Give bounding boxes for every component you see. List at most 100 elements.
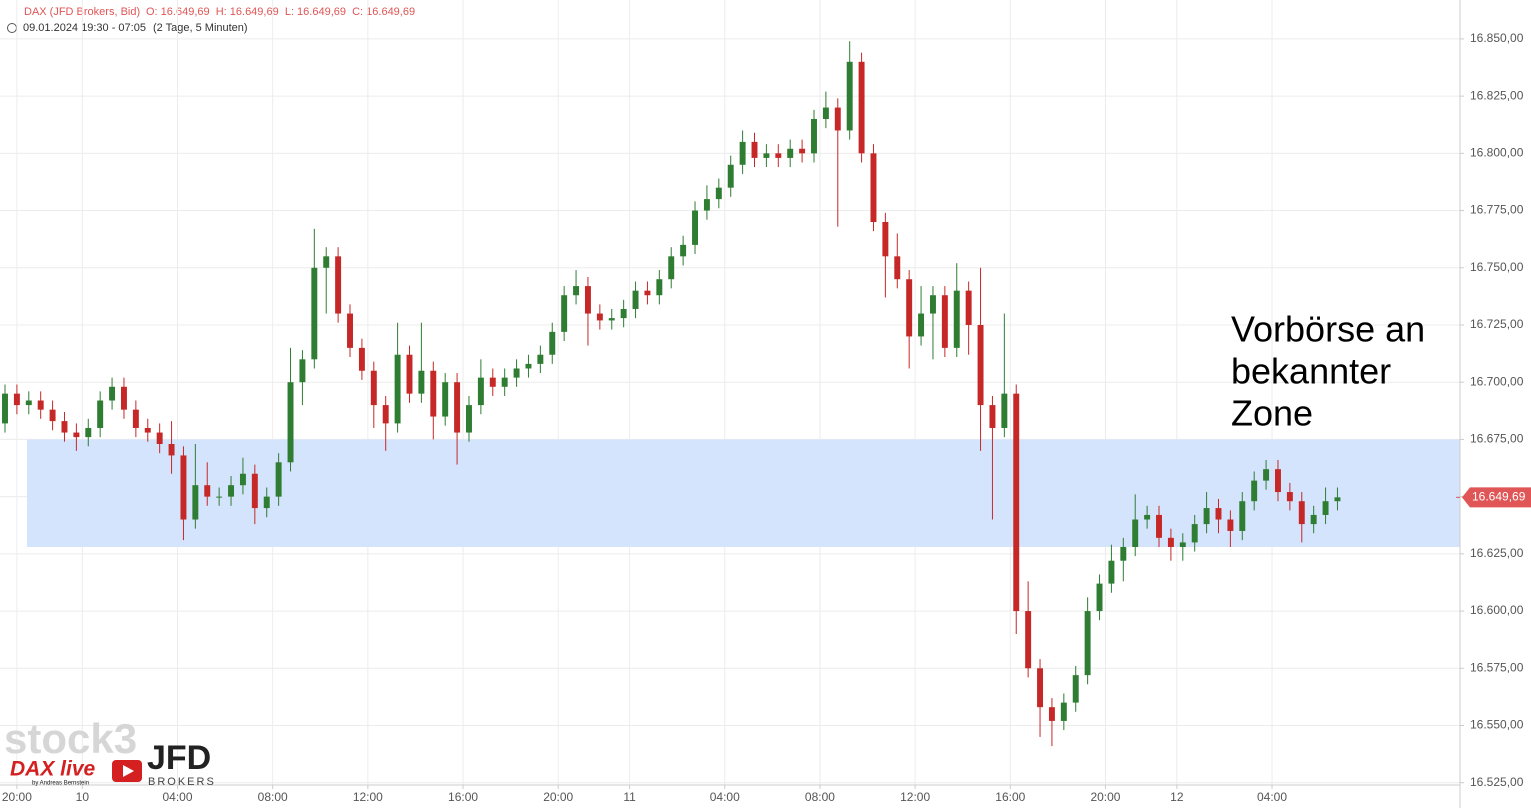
annotation: bekannter [1231, 351, 1391, 392]
x-tick-label: 16:00 [448, 790, 478, 804]
x-tick-label: 11 [623, 790, 636, 804]
y-tick-label: 16.800,00 [1470, 146, 1524, 160]
candle-body [299, 359, 306, 383]
candle-body [335, 256, 342, 314]
logo-byline: by Andreas Bernstein [32, 781, 89, 787]
candle-body [1167, 537, 1174, 547]
candle-body [894, 256, 901, 280]
logo-play-icon [123, 765, 134, 777]
logo-stock3: stock3 [4, 715, 137, 762]
candle-body [787, 148, 794, 158]
candle-body [275, 462, 282, 497]
candle-body [1286, 492, 1293, 502]
candle-body [680, 244, 687, 257]
candle-body [168, 443, 175, 456]
candle-body [144, 427, 151, 433]
logo-brokers: BROKERS [148, 776, 216, 788]
y-tick-label: 16.725,00 [1470, 317, 1524, 331]
candle-body [1072, 675, 1079, 703]
candle-body [1179, 542, 1186, 547]
candle-body [656, 279, 663, 296]
candle-body [715, 187, 722, 200]
candle-body [251, 473, 258, 509]
candle-body [347, 313, 353, 348]
candle-body [573, 286, 580, 296]
y-tick-label: 16.600,00 [1470, 603, 1524, 617]
candle-body [799, 148, 806, 154]
candle-body [204, 485, 211, 497]
candle-body [1334, 497, 1341, 502]
candle-body [394, 354, 401, 424]
x-tick-label: 10 [76, 790, 90, 804]
candle-body [1132, 519, 1139, 547]
logo-jfd: JFD [147, 739, 211, 777]
period: 09.01.2024 19:30 - 07:05 [23, 22, 146, 34]
candle-body [727, 164, 734, 188]
candle-body [418, 370, 425, 394]
zone [27, 439, 1460, 547]
candle-body [1298, 501, 1305, 525]
candle-body [1263, 469, 1270, 481]
candle-body [953, 290, 960, 348]
candle-body [584, 286, 591, 314]
candle-body [382, 405, 389, 424]
candle-body [358, 347, 365, 371]
candle-body [858, 61, 865, 154]
candle-body [537, 354, 544, 364]
candle-body [156, 432, 163, 444]
candle-body [228, 485, 235, 497]
y-tick-label: 16.825,00 [1470, 88, 1524, 102]
candle-body [632, 290, 639, 309]
y-tick-label: 16.575,00 [1470, 660, 1524, 674]
candle-body [870, 153, 877, 222]
candle-body [109, 386, 116, 401]
candle-body [1037, 668, 1044, 708]
candle-body [1144, 514, 1151, 520]
candle-body [1108, 560, 1115, 584]
x-tick-label: 12:00 [353, 790, 383, 804]
candle-body [739, 141, 746, 165]
candle-body [596, 313, 603, 321]
candle-body [180, 455, 187, 520]
ohlc-text: O: 16.649,69 H: 16.649,69 L: 16.649,69 C… [146, 6, 415, 18]
candle-body [692, 210, 698, 245]
candle-body [929, 295, 936, 314]
candle-body [703, 199, 710, 211]
candle-body [775, 153, 782, 158]
candle-body [454, 382, 461, 433]
y-tick-label: 16.700,00 [1470, 374, 1524, 388]
y-tick-label: 16.850,00 [1470, 31, 1524, 45]
candle-body [1120, 546, 1127, 561]
candle-body [1203, 508, 1210, 525]
clock-icon [7, 23, 17, 33]
candle-body [1322, 501, 1329, 515]
candle-body [846, 61, 853, 131]
x-tick-label: 08:00 [258, 790, 288, 804]
candle-body [941, 295, 948, 348]
x-tick-label: 04:00 [710, 790, 740, 804]
candle-body [811, 119, 817, 154]
y-tick-label: 16.675,00 [1470, 432, 1524, 446]
candle-body [132, 409, 139, 428]
candle-body [49, 409, 56, 422]
candle-body [1310, 514, 1317, 525]
candle-body [965, 290, 972, 325]
interval: (2 Tage, 5 Minuten) [153, 22, 248, 34]
x-tick-label: 08:00 [805, 790, 835, 804]
last-price-tag [1462, 487, 1531, 508]
candle-body [120, 386, 127, 410]
candle-body [1001, 393, 1008, 428]
candle-body [13, 393, 20, 406]
x-tick-label: 12 [1170, 790, 1184, 804]
x-tick-label: 04:00 [162, 790, 192, 804]
candle-body [97, 400, 104, 428]
x-tick-label: 04:00 [1257, 790, 1287, 804]
candle-body [501, 377, 508, 387]
candle-body [1025, 611, 1032, 669]
candle-body [192, 485, 199, 520]
candle-body [763, 153, 770, 158]
x-tick-label: 12:00 [900, 790, 930, 804]
candle-body [323, 256, 330, 268]
last-price-label: 16.649,69 [1472, 490, 1526, 504]
candle-body [834, 107, 841, 131]
